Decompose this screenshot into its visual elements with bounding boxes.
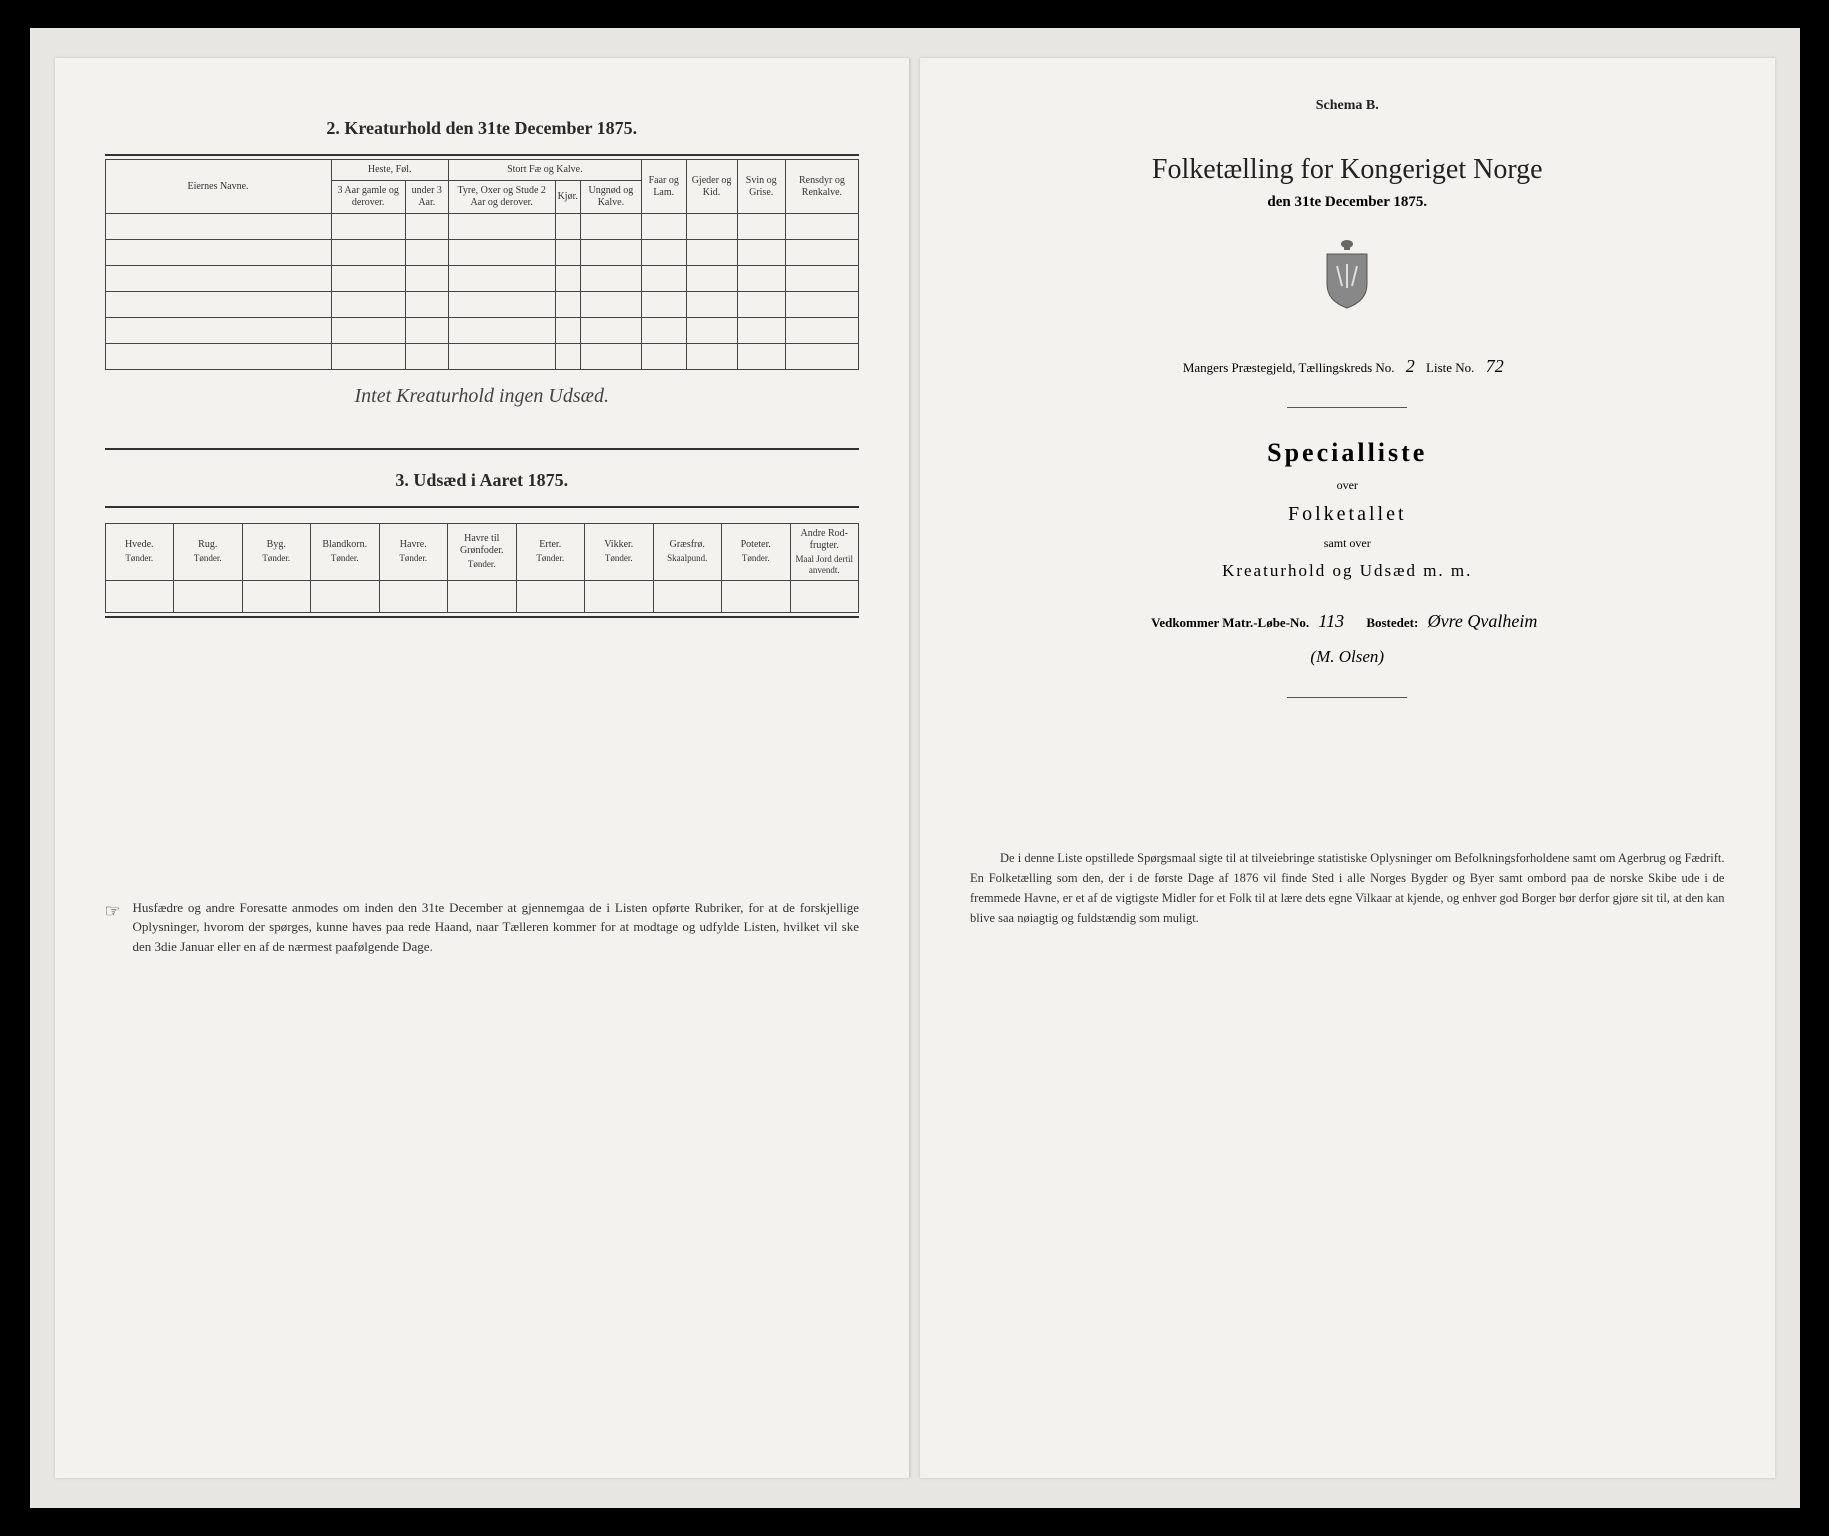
th-stort-sub2: Kjør. [555, 181, 580, 214]
table3-th: Havre.Tønder. [379, 524, 448, 581]
parish-line: Mangers Præstegjeld, Tællingskreds No. 2… [970, 356, 1725, 377]
liste-no: 72 [1486, 356, 1504, 376]
section3-title: 3. Udsæd i Aaret 1875. [105, 470, 860, 491]
udsaed-table: Hvede.Tønder.Rug.Tønder.Byg.Tønder.Bland… [105, 523, 860, 613]
schema-label: Schema B. [970, 98, 1725, 114]
table3-td [653, 580, 722, 612]
table3-td [379, 580, 448, 612]
liste-label: Liste No. [1426, 360, 1474, 375]
th-names: Eiernes Navne. [105, 160, 331, 214]
th-stort-sub3: Ungnød og Kalve. [580, 181, 641, 214]
divider2 [1287, 697, 1407, 698]
handwritten-note: Intet Kreaturhold ingen Udsæd. [105, 385, 860, 408]
th-heste-sub1: 3 Aar gamle og derover. [331, 181, 405, 214]
table3-th: Vikker.Tønder. [585, 524, 654, 581]
table3-th: Blandkorn.Tønder. [311, 524, 380, 581]
table3-td [790, 580, 859, 612]
table3-td [585, 580, 654, 612]
folketallet-label: Folketallet [970, 503, 1725, 526]
over-label: over [970, 478, 1725, 493]
scanned-document: 2. Kreaturhold den 31te December 1875. E… [30, 28, 1800, 1508]
table3-data-row [105, 580, 859, 612]
table3-th: Poteter.Tønder. [722, 524, 791, 581]
table3-th: Andre Rod-frugter.Maal Jord dertil anven… [790, 524, 859, 581]
matr-label: Vedkommer Matr.-Løbe-No. [1151, 615, 1309, 630]
coat-of-arms-icon [970, 236, 1725, 316]
th-heste-sub2: under 3 Aar. [405, 181, 448, 214]
right-page: Schema B. Folketælling for Kongeriget No… [920, 58, 1775, 1478]
table3-th: Græsfrø.Skaalpund. [653, 524, 722, 581]
table3-td [105, 580, 174, 612]
pointer-hand-icon: ☞ [105, 898, 133, 957]
table3-td [448, 580, 517, 612]
kreds-no: 2 [1406, 356, 1415, 376]
th-stort-sub1: Tyre, Oxer og Stude 2 Aar og derover. [448, 181, 555, 214]
th-gjeder: Gjeder og Kid. [686, 160, 737, 214]
matr-no: 113 [1318, 611, 1344, 631]
main-title: Folketælling for Kongeriget Norge [970, 154, 1725, 186]
table3-td [242, 580, 311, 612]
bottom-paragraph: De i denne Liste opstillede Spørgsmaal s… [970, 848, 1725, 928]
th-stort: Stort Fæ og Kalve. [448, 160, 641, 181]
table3-td [516, 580, 585, 612]
specialliste-title: Specialliste [970, 438, 1725, 468]
bostedet-label: Bostedet: [1366, 615, 1418, 630]
table3-td [722, 580, 791, 612]
samt-over-label: samt over [970, 536, 1725, 551]
bostedet-sub: (M. Olsen) [970, 647, 1725, 667]
table3-th: Rug.Tønder. [174, 524, 243, 581]
table2-body [105, 214, 859, 370]
left-page: 2. Kreaturhold den 31te December 1875. E… [55, 58, 911, 1478]
footer-text: Husfædre og andre Foresatte anmodes om i… [133, 898, 860, 957]
table3-td [174, 580, 243, 612]
parish-label: Mangers Præstegjeld, Tællingskreds No. [1183, 360, 1395, 375]
th-svin: Svin og Grise. [737, 160, 785, 214]
table3-th: Hvede.Tønder. [105, 524, 174, 581]
table3-th: Erter.Tønder. [516, 524, 585, 581]
matr-line: Vedkommer Matr.-Løbe-No. 113 Bostedet: Ø… [970, 611, 1725, 632]
table3-th: Havre til Grønfoder.Tønder. [448, 524, 517, 581]
section2-title: 2. Kreaturhold den 31te December 1875. [105, 118, 860, 139]
divider [1287, 407, 1407, 408]
th-rensdyr: Rensdyr og Renkalve. [785, 160, 858, 214]
th-heste: Heste, Føl. [331, 160, 448, 181]
sub-date: den 31te December 1875. [970, 194, 1725, 211]
kreatur-line: Kreaturhold og Udsæd m. m. [970, 561, 1725, 581]
th-faar: Faar og Lam. [641, 160, 686, 214]
table3-td [311, 580, 380, 612]
table3-th: Byg.Tønder. [242, 524, 311, 581]
bostedet-value: Øvre Qvalheim [1428, 611, 1538, 631]
table3-header-row: Hvede.Tønder.Rug.Tønder.Byg.Tønder.Bland… [105, 524, 859, 581]
footer-note: ☞ Husfædre og andre Foresatte anmodes om… [105, 898, 860, 957]
kreaturhold-table: Eiernes Navne. Heste, Føl. Stort Fæ og K… [105, 159, 860, 370]
